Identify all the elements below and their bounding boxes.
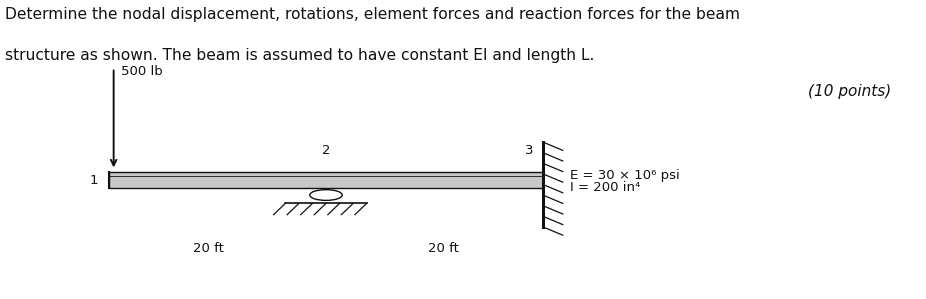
Text: 500 lb: 500 lb	[121, 65, 163, 78]
Text: E = 30 × 10⁶ psi: E = 30 × 10⁶ psi	[570, 170, 680, 182]
Text: (10 points): (10 points)	[807, 84, 891, 99]
Text: structure as shown. The beam is assumed to have constant EI and length L.: structure as shown. The beam is assumed …	[6, 48, 594, 63]
Text: Determine the nodal displacement, rotations, element forces and reaction forces : Determine the nodal displacement, rotati…	[6, 7, 740, 22]
Polygon shape	[109, 172, 543, 188]
Text: I = 200 in⁴: I = 200 in⁴	[570, 181, 640, 194]
Text: 20 ft: 20 ft	[194, 242, 224, 255]
Text: 3: 3	[525, 144, 534, 157]
Text: 20 ft: 20 ft	[428, 242, 459, 255]
Text: 1: 1	[90, 173, 98, 187]
Text: 2: 2	[321, 144, 331, 157]
